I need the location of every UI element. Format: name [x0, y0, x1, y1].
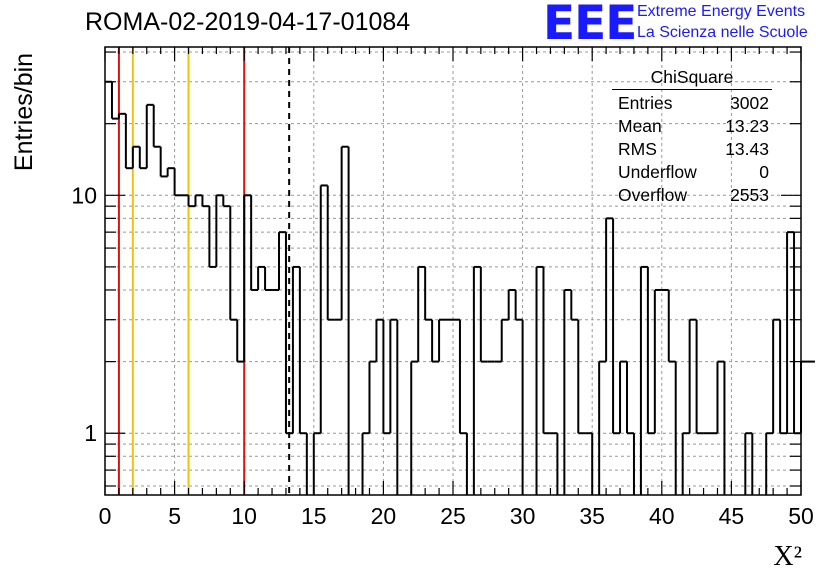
stats-row-entries: Entries 3002 — [612, 92, 772, 115]
stats-row-overflow: Overflow 2553 — [612, 184, 772, 207]
x-tick-label: 50 — [788, 503, 814, 529]
eee-logo: EEE — [543, 0, 637, 51]
stats-label: Overflow — [618, 185, 688, 205]
stats-row-rms: RMS 13.43 — [612, 138, 772, 161]
page-title: ROMA-02-2019-04-17-01084 — [85, 8, 411, 36]
logo-tagline-2: La Scienza nelle Scuole — [637, 24, 808, 41]
stats-value: 0 — [759, 162, 769, 182]
x-tick-label: 45 — [719, 503, 745, 529]
stats-label: Mean — [618, 116, 662, 136]
x-tick-label: 10 — [231, 503, 257, 529]
x-tick-label: 20 — [371, 503, 397, 529]
x-tick-label: 40 — [649, 503, 675, 529]
x-tick-label: 0 — [99, 503, 112, 529]
stats-label: Underflow — [618, 162, 697, 182]
stats-label: RMS — [618, 139, 657, 159]
histogram-layer — [105, 80, 815, 495]
x-tick-label: 5 — [168, 503, 181, 529]
x-tick-label: 35 — [579, 503, 605, 529]
stats-label: Entries — [618, 93, 673, 113]
stats-value: 13.43 — [725, 139, 769, 159]
y-tick-label: 1 — [84, 420, 97, 446]
stats-value: 13.23 — [725, 116, 769, 136]
vertical-lines — [117, 47, 291, 495]
stats-row-mean: Mean 13.23 — [612, 115, 772, 138]
x-tick-label: 25 — [440, 503, 466, 529]
tick-layer — [104, 47, 802, 495]
logo-tagline-1: Extreme Energy Events — [637, 3, 806, 20]
stats-title: ChiSquare — [612, 67, 772, 90]
y-axis-label: Entries/bin — [10, 53, 38, 171]
x-tick-label: 15 — [301, 503, 327, 529]
stats-value: 3002 — [730, 93, 769, 113]
stats-row-underflow: Underflow 0 — [612, 161, 772, 184]
x-axis-label: X² — [773, 541, 802, 572]
tick-label-layer: 0 5 10 15 20 25 30 35 40 45 50 1 10 — [71, 182, 813, 529]
stats-box: ChiSquare Entries 3002 Mean 13.23 RMS 13… — [612, 67, 772, 207]
stats-value: 2553 — [730, 185, 769, 205]
y-tick-label: 10 — [71, 182, 97, 208]
x-tick-label: 30 — [510, 503, 536, 529]
